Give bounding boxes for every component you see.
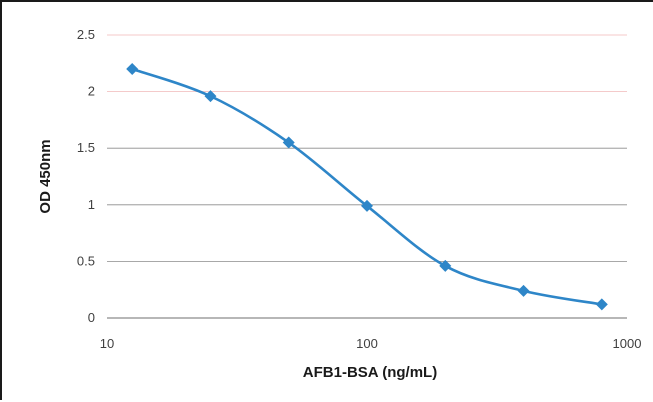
data-point — [126, 62, 139, 75]
y-tick-label: 0 — [88, 310, 95, 325]
y-tick-label: 1 — [88, 197, 95, 212]
x-tick-label: 10 — [100, 336, 114, 351]
y-tick-label: 1.5 — [77, 140, 95, 155]
y-tick-label: 2 — [88, 84, 95, 99]
x-tick-label: 1000 — [613, 336, 642, 351]
y-tick-label: 0.5 — [77, 253, 95, 268]
data-point — [204, 90, 217, 103]
x-axis-title: AFB1-BSA (ng/mL) — [303, 364, 437, 381]
data-point — [517, 284, 530, 297]
y-axis-title: OD 450nm — [37, 139, 54, 213]
data-point — [361, 199, 373, 212]
y-tick-label: 2.5 — [77, 27, 95, 42]
data-point — [282, 136, 295, 149]
data-point — [439, 259, 452, 272]
x-tick-label: 100 — [356, 336, 378, 351]
data-point — [595, 298, 608, 311]
series-line — [131, 67, 603, 306]
